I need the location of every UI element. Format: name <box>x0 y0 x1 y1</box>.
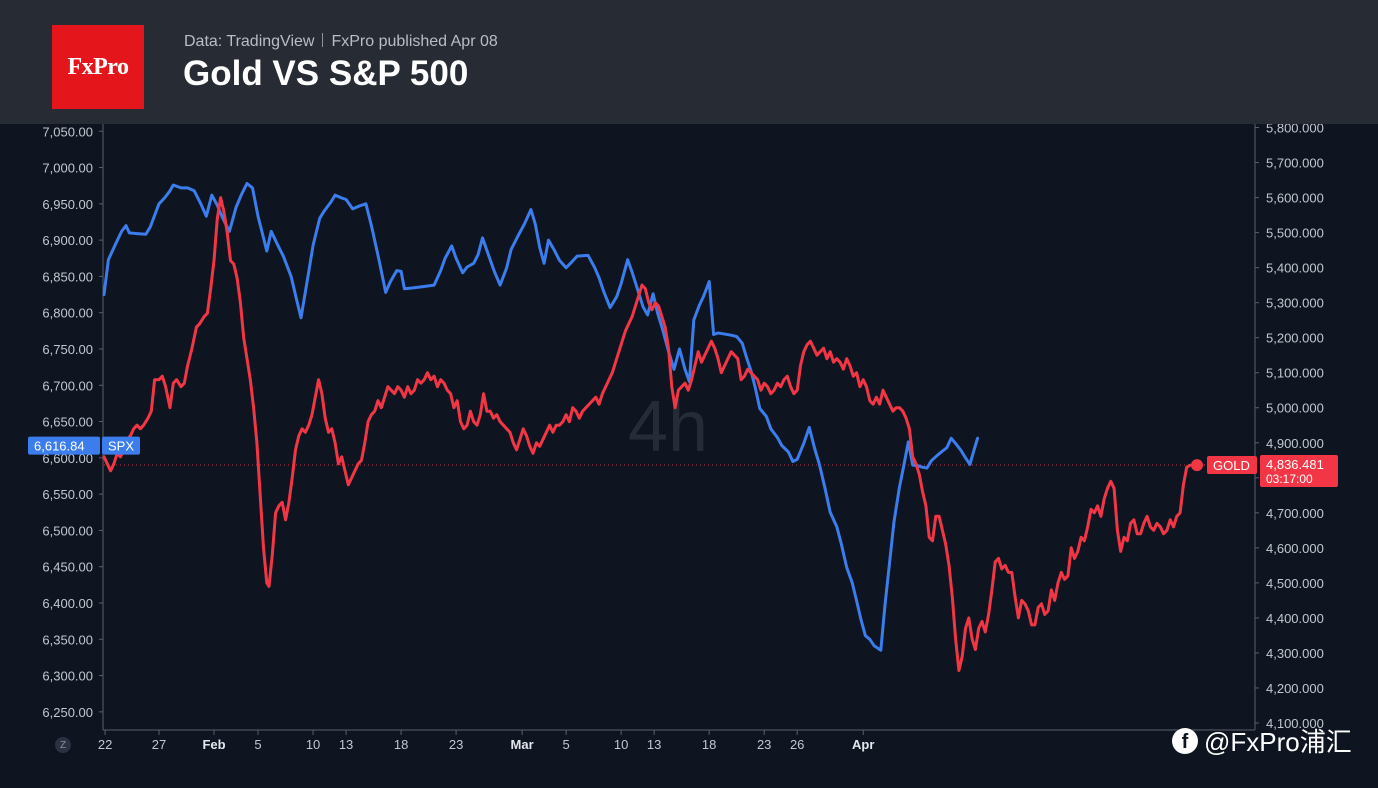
z-button[interactable]: Z <box>55 737 71 753</box>
left-axis-tick: 7,000.00 <box>42 161 93 176</box>
x-axis-tick: 10 <box>614 737 628 752</box>
right-axis-tick: 5,500.000 <box>1266 226 1324 241</box>
publisher-info: FxPro published Apr 08 <box>331 33 498 50</box>
x-axis-tick: 23 <box>449 737 463 752</box>
right-axis-tick: 4,700.000 <box>1266 506 1324 521</box>
gold-name-label: GOLD <box>1213 458 1250 473</box>
right-axis-tick: 5,600.000 <box>1266 191 1324 206</box>
right-axis-tick: 4,100.000 <box>1266 716 1324 731</box>
left-axis-tick: 6,350.00 <box>42 632 93 647</box>
right-axis-tick: 5,400.000 <box>1266 261 1324 276</box>
x-axis-tick: 23 <box>757 737 771 752</box>
chart-area[interactable]: 4h 7,050.00 7,000.00 6,950.00 6,900.00 6,850… <box>0 124 1378 788</box>
gold-price-label-bg <box>1260 455 1338 488</box>
spx-name-label: SPX <box>108 439 134 454</box>
left-axis-tick: 6,300.00 <box>42 669 93 684</box>
right-axis-tick: 5,300.000 <box>1266 296 1324 311</box>
left-axis-tick: 6,800.00 <box>42 306 93 321</box>
fxpro-logo: FxPro <box>52 25 144 109</box>
left-axis-tick: 6,700.00 <box>42 378 93 393</box>
gold-price-label: 4,836.481 <box>1266 457 1324 472</box>
chart-title: Gold VS S&P 500 <box>183 54 469 93</box>
right-axis-tick: 4,600.000 <box>1266 541 1324 556</box>
social-credit: f @FxPro浦汇 <box>1172 722 1352 759</box>
x-axis-tick: 5 <box>254 737 261 752</box>
left-axis-tick: 6,450.00 <box>42 560 93 575</box>
spx-price-label-bg <box>28 436 100 455</box>
left-axis-tick: 6,400.00 <box>42 596 93 611</box>
x-axis-tick: 22 <box>98 737 112 752</box>
left-axis-tick: 7,050.00 <box>42 124 93 139</box>
social-handle: @FxPro浦汇 <box>1204 727 1352 757</box>
chart-meta: Data: TradingView FxPro published Apr 08 <box>184 33 498 51</box>
meta-divider <box>322 33 324 47</box>
x-axis-tick: 10 <box>306 737 320 752</box>
gold-last-point <box>1191 459 1203 472</box>
timeframe-watermark: 4h <box>628 387 709 467</box>
spx-line <box>102 182 980 652</box>
left-axis-tick: 6,500.00 <box>42 523 93 538</box>
x-axis-tick: 27 <box>152 737 166 752</box>
gold-countdown-label: 03:17:00 <box>1266 472 1313 486</box>
x-axis-tick: Feb <box>202 737 225 752</box>
x-axis-tick: Mar <box>511 737 534 752</box>
x-axis-tick: 18 <box>702 737 716 752</box>
right-axis-tick: 5,200.000 <box>1266 331 1324 346</box>
x-axis-tick: 13 <box>647 737 661 752</box>
chart-svg[interactable]: 7,050.00 7,000.00 6,950.00 6,900.00 6,850.00… <box>0 124 1378 788</box>
header: FxPro Data: TradingView FxPro published A… <box>0 0 1378 124</box>
spx-price-label: 6,616.84 <box>34 439 85 454</box>
left-axis-tick: 6,250.00 <box>42 705 93 720</box>
left-axis-tick: 6,650.00 <box>42 415 93 430</box>
right-axis-tick: 5,700.000 <box>1266 156 1324 171</box>
x-axis-tick: 13 <box>339 737 353 752</box>
right-axis-tick: 4,900.000 <box>1266 436 1324 451</box>
left-axis-tick: 6,900.00 <box>42 233 93 248</box>
left-axis-tick: 6,950.00 <box>42 197 93 212</box>
left-axis-tick: 6,550.00 <box>42 487 93 502</box>
left-axis-tick: 6,750.00 <box>42 342 93 357</box>
gold-name-label-bg <box>1207 456 1257 475</box>
x-axis-tick: 18 <box>394 737 408 752</box>
right-axis-tick: 5,100.000 <box>1266 366 1324 381</box>
right-axis-tick: 4,400.000 <box>1266 611 1324 626</box>
facebook-icon: f <box>1172 727 1198 754</box>
right-axis-tick: 5,000.000 <box>1266 401 1324 416</box>
right-axis-tick: 5,800.000 <box>1266 124 1324 136</box>
x-axis-tick: 5 <box>563 737 570 752</box>
left-axis-tick: 6,850.00 <box>42 269 93 284</box>
x-axis-tick: Apr <box>852 737 874 752</box>
right-axis-tick: 4,500.000 <box>1266 576 1324 591</box>
right-axis-tick: 4,200.000 <box>1266 681 1324 696</box>
right-axis-tick: 4,300.000 <box>1266 646 1324 661</box>
data-source: Data: TradingView <box>184 33 315 50</box>
spx-name-label-bg <box>102 436 140 455</box>
gold-line <box>102 196 1192 672</box>
x-axis-tick: 26 <box>790 737 804 752</box>
